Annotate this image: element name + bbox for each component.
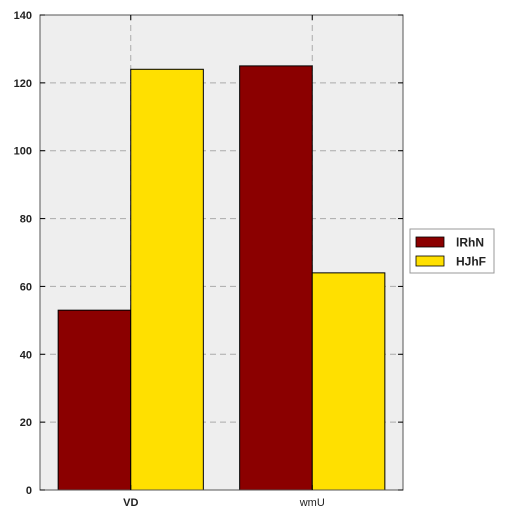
bar-lrhn-vd <box>57 309 132 491</box>
bars <box>57 65 386 491</box>
legend: lRhN HJhF <box>409 228 495 274</box>
plot-frame <box>39 14 404 491</box>
y-tick-label: 100 <box>14 146 32 158</box>
x-tick-label: VD <box>123 497 138 509</box>
axis-ticks: 0 20 40 60 80 100 120 140 VD wmU <box>14 10 403 509</box>
legend-label-hjhf: HJhF <box>456 255 486 269</box>
bar-hjhf-vd <box>130 68 204 491</box>
y-tick-label: 60 <box>20 281 32 293</box>
y-tick-label: 140 <box>14 10 32 22</box>
bar-hjhf-wmu <box>311 272 386 491</box>
y-tick-label: 0 <box>26 485 32 497</box>
legend-swatch-lrhn <box>415 236 445 248</box>
bar-lrhn-wmu <box>239 65 313 491</box>
y-tick-label: 80 <box>20 214 32 226</box>
y-tick-label: 40 <box>20 349 32 361</box>
y-tick-label: 120 <box>14 78 32 90</box>
legend-swatch-hjhf <box>415 255 445 267</box>
x-tick-label: wmU <box>299 497 325 509</box>
y-tick-label: 20 <box>20 417 32 429</box>
legend-label-lrhn: lRhN <box>456 236 484 250</box>
